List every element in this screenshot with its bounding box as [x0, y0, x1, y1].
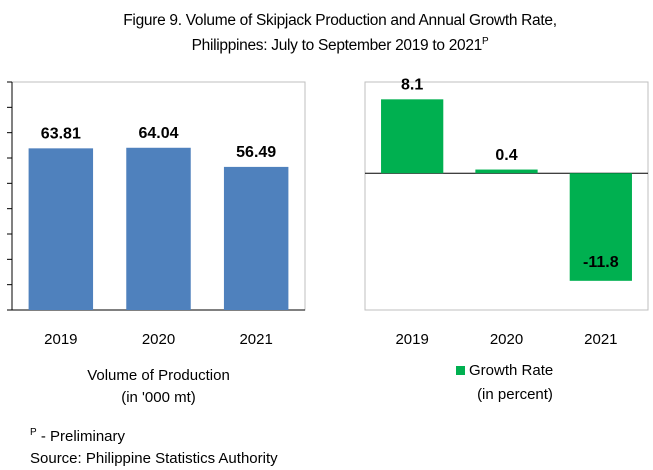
x-tick-label: 2019 — [44, 331, 77, 348]
x-axis-label: (in '000 mt) — [121, 389, 196, 406]
value-label: 63.81 — [41, 126, 81, 143]
value-label: 64.04 — [138, 125, 178, 142]
chart: 63.81 64.04 56.49 2019 2020 2021 Volume of Pro… — [7, 77, 649, 406]
title-superscript: P — [482, 36, 489, 47]
plot-frame — [364, 81, 649, 311]
footnotes: P - Preliminary Source: Philippine Stati… — [30, 422, 278, 470]
chart-title: Figure 9. Volume of Skipjack Production … — [95, 10, 585, 56]
legend-label: Growth Rate — [469, 362, 553, 379]
value-label: -11.8 — [583, 254, 619, 271]
value-label: 8.1 — [401, 77, 423, 94]
footnote-text: - Preliminary — [36, 428, 126, 445]
legend-swatch — [456, 366, 465, 375]
source: Source: Philippine Statistics Authority — [30, 450, 278, 467]
value-label: 0.4 — [495, 147, 517, 164]
x-tick-label: 2020 — [490, 331, 523, 348]
value-label: 56.49 — [236, 144, 276, 161]
x-tick-label: 2021 — [239, 331, 272, 348]
bar — [28, 148, 94, 310]
x-tick-label: 2020 — [142, 331, 175, 348]
x-tick-label: 2021 — [584, 331, 617, 348]
title-text: Figure 9. Volume of Skipjack Production … — [123, 12, 557, 55]
footnote-symbol: P — [30, 427, 37, 438]
x-tick-label: 2019 — [395, 331, 428, 348]
legend-note: (in percent) — [477, 386, 553, 403]
bar — [381, 99, 444, 174]
bar — [475, 169, 538, 174]
bar — [126, 147, 191, 310]
bar — [223, 166, 289, 310]
x-axis-label: Volume of Production — [87, 367, 230, 384]
bar — [569, 173, 632, 281]
footnote: P - Preliminary — [30, 422, 278, 448]
